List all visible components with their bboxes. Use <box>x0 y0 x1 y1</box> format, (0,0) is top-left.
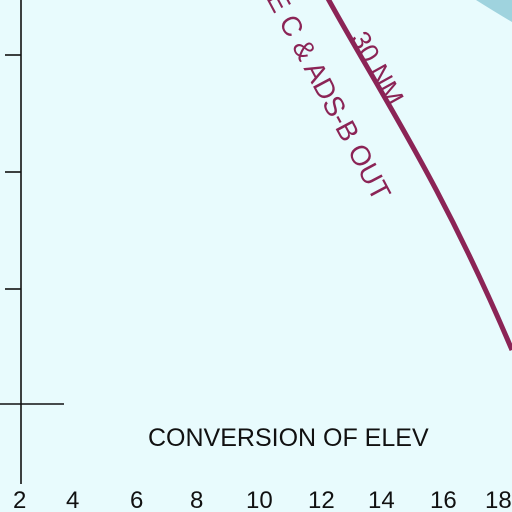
mode-c-boundary-curve <box>325 0 512 351</box>
tick-label: 18 <box>485 487 512 512</box>
curve-label-range: 30 NM <box>345 26 410 110</box>
shaded-region <box>476 0 512 22</box>
tick-label: 2 <box>13 487 26 512</box>
bottom-axis-labels: 2 4 6 8 10 12 14 16 18 <box>13 487 512 512</box>
tick-label: 8 <box>190 487 203 512</box>
tick-label: 10 <box>246 487 273 512</box>
curve-label-requirement: E C & ADS-B OUT <box>261 0 397 206</box>
tick-label: 6 <box>130 487 143 512</box>
vertical-scale <box>0 0 64 484</box>
section-title: CONVERSION OF ELEV <box>148 424 429 452</box>
tick-label: 4 <box>66 487 79 512</box>
tick-label: 14 <box>368 487 395 512</box>
tick-label: 12 <box>308 487 335 512</box>
tick-label: 16 <box>430 487 457 512</box>
